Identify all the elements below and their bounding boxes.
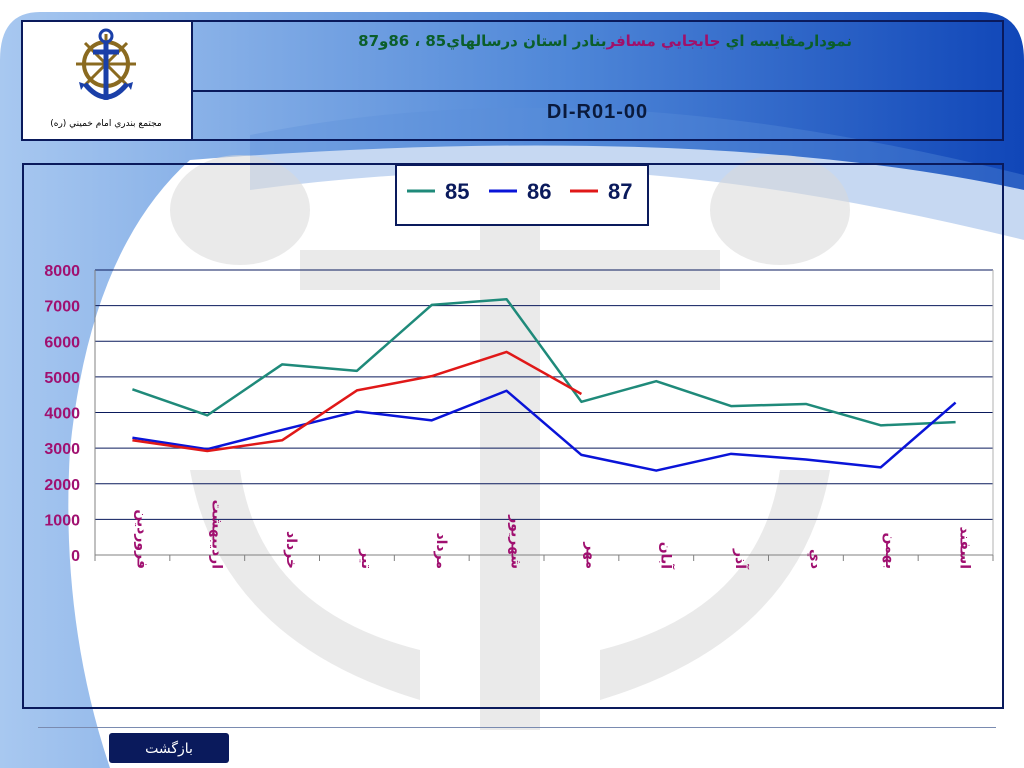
title-part: جابجايي مسافر	[606, 32, 721, 50]
title-row: نمودارمقايسه اي جابجايي مسافربنادر استان…	[193, 22, 1002, 92]
title-part: بنادر استان درسالهاي85 ، 86و87	[358, 32, 607, 50]
legend-label: 86	[527, 179, 551, 204]
chart-legend: 85 86 87	[395, 164, 649, 226]
chart-frame	[22, 163, 1004, 709]
back-button[interactable]: بازگشت	[109, 733, 229, 763]
legend-items: 85 86 87	[407, 179, 632, 204]
title-part: نمودارمقايسه اي	[720, 32, 852, 50]
legend-label: 87	[608, 179, 632, 204]
page-title: نمودارمقايسه اي جابجايي مسافربنادر استان…	[358, 32, 852, 50]
header-box: مجتمع بندري امام خميني (ره) نمودارمقايسه…	[21, 20, 1004, 141]
document-code: DI-R01-00	[546, 101, 649, 123]
legend-label: 85	[445, 179, 469, 204]
anchor-logo-icon	[76, 28, 136, 100]
logo-caption: مجتمع بندري امام خميني (ره)	[50, 119, 162, 129]
logo-cell: مجتمع بندري امام خميني (ره)	[23, 22, 193, 139]
footer-divider	[38, 727, 996, 728]
